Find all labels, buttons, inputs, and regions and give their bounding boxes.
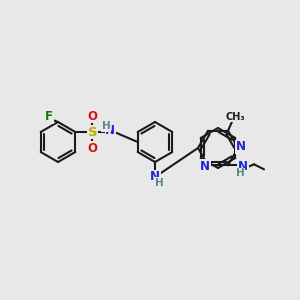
Text: H: H — [236, 168, 244, 178]
Text: O: O — [87, 110, 97, 122]
Text: N: N — [150, 170, 160, 184]
Text: N: N — [236, 140, 246, 154]
Text: S: S — [88, 125, 97, 139]
Text: O: O — [87, 142, 97, 154]
Text: H: H — [154, 178, 164, 188]
Text: H: H — [102, 121, 111, 131]
Text: N: N — [200, 160, 210, 173]
Text: N: N — [238, 160, 248, 173]
Text: CH₃: CH₃ — [225, 112, 245, 122]
Text: N: N — [105, 124, 115, 137]
Text: F: F — [45, 110, 53, 124]
